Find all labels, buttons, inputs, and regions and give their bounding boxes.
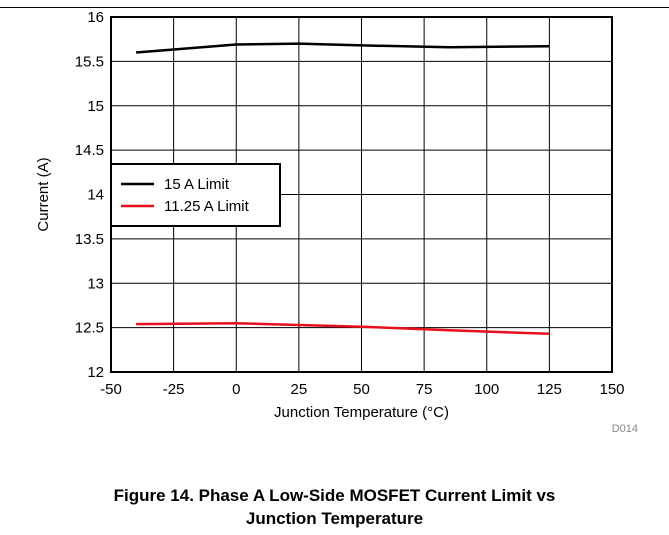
legend-box	[110, 163, 281, 227]
x-tick-label: 25	[291, 381, 308, 398]
y-tick-label: 12	[87, 364, 104, 381]
y-tick-label: 15.5	[75, 53, 104, 70]
top-rule	[0, 7, 669, 8]
series-line-1	[136, 42, 550, 54]
x-tick-label: 100	[474, 381, 499, 398]
y-tick-label: 13	[87, 275, 104, 292]
y-tick-label: 12.5	[75, 320, 104, 337]
legend-label-2: 11.25 A Limit	[164, 198, 250, 215]
x-tick-label: -50	[100, 381, 122, 398]
x-tick-label: 75	[416, 381, 433, 398]
x-axis-label: Junction Temperature (°C)	[274, 404, 449, 421]
x-tick-label: 125	[537, 381, 562, 398]
current-limit-chart: 12 12.5 13 13.5 14 14.5 15 15.5 16 -50 -25 0 25 50 75 1…	[35, 9, 638, 435]
y-tick-label: 13.5	[75, 231, 104, 248]
y-tick-label: 16	[87, 9, 104, 26]
legend-label-1: 15 A Limit	[164, 176, 230, 193]
figure-caption-line-1: Figure 14. Phase A Low-Side MOSFET Curre…	[113, 486, 556, 505]
figure-caption-line-2: Junction Temperature	[245, 509, 424, 528]
y-tick-label: 15	[87, 98, 104, 115]
y-axis-label: Current (A)	[35, 157, 52, 231]
figure-id-label: D014	[612, 423, 638, 435]
x-tick-label: -25	[163, 381, 185, 398]
x-tick-label: 150	[599, 381, 624, 398]
series-line-2	[136, 321, 550, 336]
x-tick-label: 0	[232, 381, 240, 398]
y-tick-label: 14	[87, 187, 104, 204]
x-tick-label: 50	[353, 381, 370, 398]
y-tick-label: 14.5	[75, 142, 104, 159]
